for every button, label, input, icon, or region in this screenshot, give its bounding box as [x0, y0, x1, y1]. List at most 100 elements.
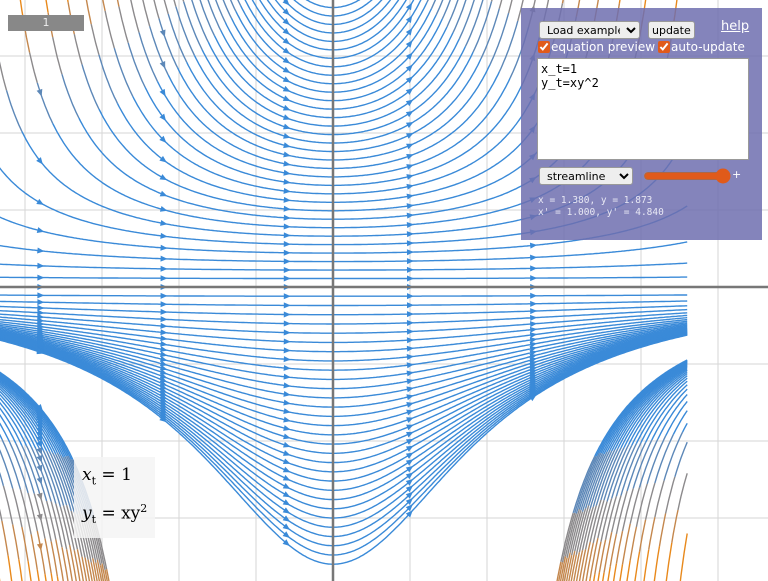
arrow — [283, 178, 291, 185]
streamline — [643, 549, 650, 581]
arrow — [283, 416, 291, 423]
streamline — [44, 538, 52, 574]
arrow — [406, 266, 414, 273]
help-link[interactable]: help — [721, 19, 750, 34]
streamline — [595, 448, 619, 506]
arrow — [283, 311, 291, 318]
streamline — [0, 371, 74, 460]
streamline — [664, 400, 688, 437]
streamline — [7, 555, 13, 581]
arrow — [405, 465, 414, 473]
streamline — [589, 450, 613, 509]
checkbox[interactable] — [538, 41, 550, 53]
streamline — [615, 530, 624, 564]
arrow — [406, 431, 414, 438]
streamline — [585, 542, 594, 581]
streamline — [81, 64, 100, 110]
streamline — [229, 0, 237, 12]
arrow — [282, 515, 291, 522]
streamline — [73, 550, 81, 581]
arrow — [405, 64, 413, 72]
streamline — [61, 74, 80, 119]
arrow — [529, 341, 538, 348]
streamline — [589, 537, 599, 579]
checkbox[interactable] — [658, 41, 670, 53]
arrow — [405, 76, 413, 84]
arrow — [283, 196, 291, 203]
arrow — [160, 255, 168, 262]
arrow — [159, 415, 167, 423]
streamline — [1, 520, 9, 556]
streamline — [27, 492, 38, 532]
arrow — [283, 187, 291, 194]
streamline — [612, 563, 618, 581]
streamline — [65, 505, 79, 550]
arrow — [406, 302, 414, 309]
streamline — [56, 576, 59, 581]
streamline — [672, 410, 688, 435]
arrow — [160, 275, 168, 282]
mode-select[interactable]: streamline — [539, 167, 633, 185]
streamline — [0, 385, 48, 452]
streamline — [584, 451, 608, 509]
streamline — [573, 552, 581, 581]
arrow — [406, 337, 414, 344]
arrow — [159, 383, 168, 390]
streamline — [575, 452, 601, 514]
auto-update-toggle[interactable]: auto-update — [658, 40, 745, 54]
streamline — [648, 517, 656, 550]
streamline — [601, 361, 688, 454]
preview-toggle[interactable]: equation preview — [538, 40, 655, 54]
density-slider[interactable] — [643, 168, 731, 184]
streamline — [45, 450, 68, 506]
arrow — [37, 274, 45, 281]
streamline — [640, 380, 688, 443]
streamline — [631, 375, 688, 446]
frame-counter: 1 — [8, 15, 84, 31]
arrow — [406, 362, 414, 369]
streamline — [558, 562, 564, 581]
arrow — [406, 221, 414, 228]
streamline — [99, 565, 105, 581]
streamline — [52, 452, 75, 513]
streamline — [118, 6, 129, 44]
streamline — [0, 276, 688, 280]
streamline — [441, 0, 451, 20]
arrow — [405, 15, 413, 24]
arrow — [529, 394, 537, 402]
arrow — [405, 498, 413, 506]
streamline — [48, 451, 72, 512]
streamline — [36, 82, 54, 124]
arrow — [282, 37, 290, 45]
arrow — [159, 390, 168, 396]
arrow — [529, 332, 538, 339]
streamline — [623, 371, 688, 448]
streamline — [600, 498, 613, 542]
streamline — [5, 90, 23, 132]
streamline — [597, 501, 608, 539]
arrow — [160, 308, 168, 315]
arrow — [37, 262, 45, 269]
arrow — [405, 459, 414, 466]
arrow — [283, 293, 291, 300]
arrow — [283, 320, 291, 327]
arrow — [406, 293, 414, 300]
example-select[interactable]: Load example... — [539, 21, 640, 39]
equation-editor[interactable] — [537, 58, 749, 160]
streamline — [620, 369, 688, 449]
streamline — [36, 530, 46, 575]
streamline — [581, 541, 591, 581]
streamline — [55, 503, 68, 550]
streamline — [575, 505, 590, 556]
streamline — [561, 557, 568, 581]
streamline — [657, 394, 688, 440]
streamline — [55, 539, 64, 581]
arrow — [282, 507, 291, 514]
streamline — [50, 541, 58, 577]
update-button[interactable]: update — [648, 21, 695, 39]
streamline — [644, 384, 688, 443]
arrow — [405, 504, 413, 512]
streamline — [607, 566, 611, 581]
streamline — [615, 443, 638, 497]
